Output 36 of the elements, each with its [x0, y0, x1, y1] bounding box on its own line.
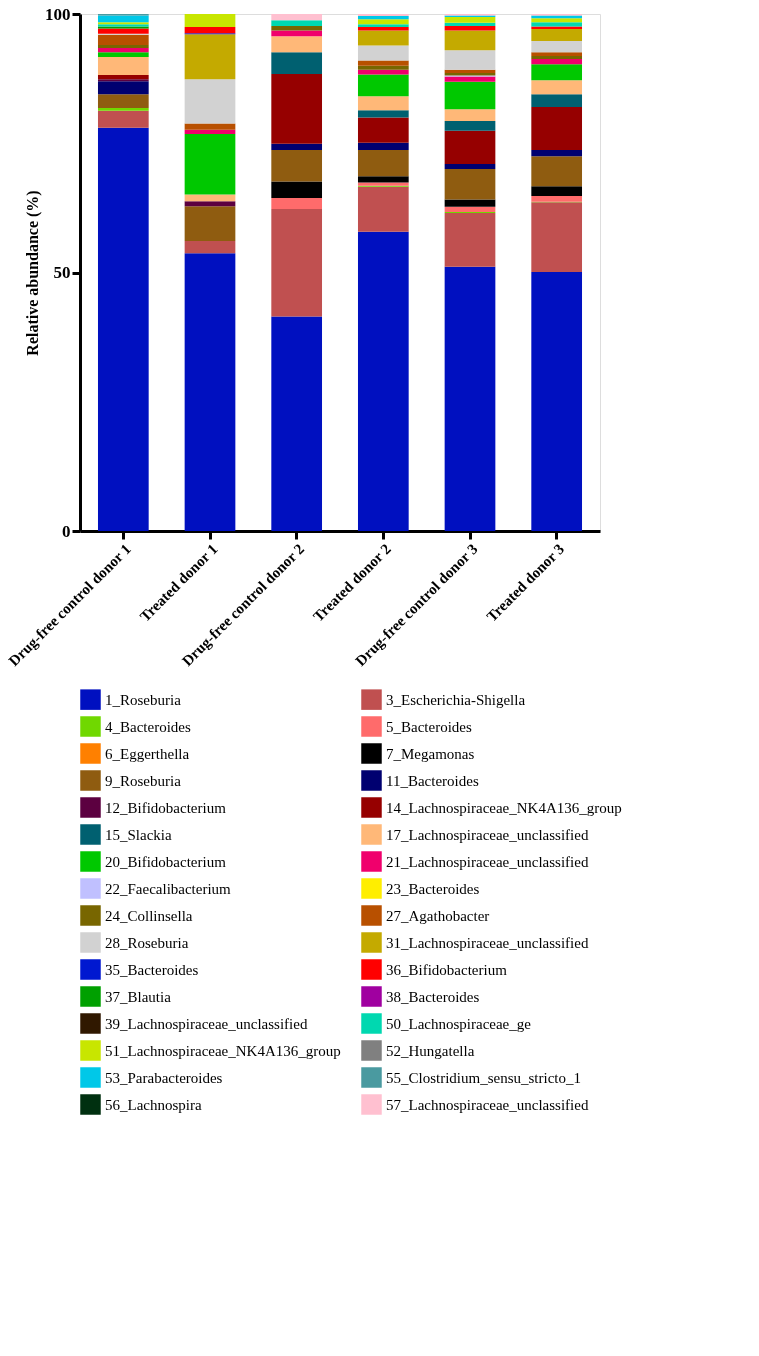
legend-label: 36_Bifidobacterium — [386, 961, 508, 978]
legend-label: 53_Parabacteroides — [105, 1069, 223, 1086]
legend-label: 3_Escherichia-Shigella — [386, 691, 526, 708]
legend-label: 12_Bifidobacterium — [105, 799, 227, 816]
y-tick-label: 100 — [45, 4, 71, 24]
legend-label: 35_Bacteroides — [105, 961, 199, 978]
legend-label: 21_Lachnospiraceae_unclassified — [386, 853, 589, 870]
legend-label: 57_Lachnospiraceae_unclassified — [386, 1096, 589, 1113]
legend-label: 38_Bacteroides — [386, 988, 480, 1005]
y-tick-label: 50 — [53, 263, 71, 282]
legend-label: 51_Lachnospiraceae_NK4A136_group — [105, 1042, 341, 1059]
legend-label: 55_Clostridium_sensu_stricto_1 — [386, 1069, 581, 1086]
legend-label: 20_Bifidobacterium — [105, 853, 227, 870]
legend-label: 9_Roseburia — [105, 772, 182, 789]
legend-label: 17_Lachnospiraceae_unclassified — [386, 826, 589, 843]
legend-label: 50_Lachnospiraceae_ge — [386, 1015, 532, 1032]
legend-label: 4_Bacteroides — [105, 718, 191, 735]
legend-label: 14_Lachnospiraceae_NK4A136_group — [386, 799, 622, 816]
legend-label: 37_Blautia — [105, 988, 172, 1005]
legend-label: 27_Agathobacter — [386, 907, 490, 924]
legend-label: 11_Bacteroides — [386, 772, 479, 789]
legend-label: 23_Bacteroides — [386, 880, 480, 897]
legend-label: 6_Eggerthella — [105, 745, 190, 762]
legend-label: 5_Bacteroides — [386, 718, 472, 735]
y-axis-title: Relative abundance (%) — [24, 190, 42, 356]
legend-label: 22_Faecalibacterium — [105, 880, 232, 897]
legend-label: 56_Lachnospira — [105, 1096, 202, 1113]
legend-label: 7_Megamonas — [386, 745, 475, 762]
legend-label: 39_Lachnospiraceae_unclassified — [105, 1015, 308, 1032]
y-tick-label: 0 — [62, 521, 71, 541]
legend-label: 31_Lachnospiraceae_unclassified — [386, 934, 589, 951]
legend-label: 28_Roseburia — [105, 934, 189, 951]
legend-label: 24_Collinsella — [105, 907, 193, 924]
legend-label: 52_Hungatella — [386, 1042, 475, 1059]
legend-label: 15_Slackia — [105, 826, 172, 843]
legend-label: 1_Roseburia — [105, 691, 182, 708]
